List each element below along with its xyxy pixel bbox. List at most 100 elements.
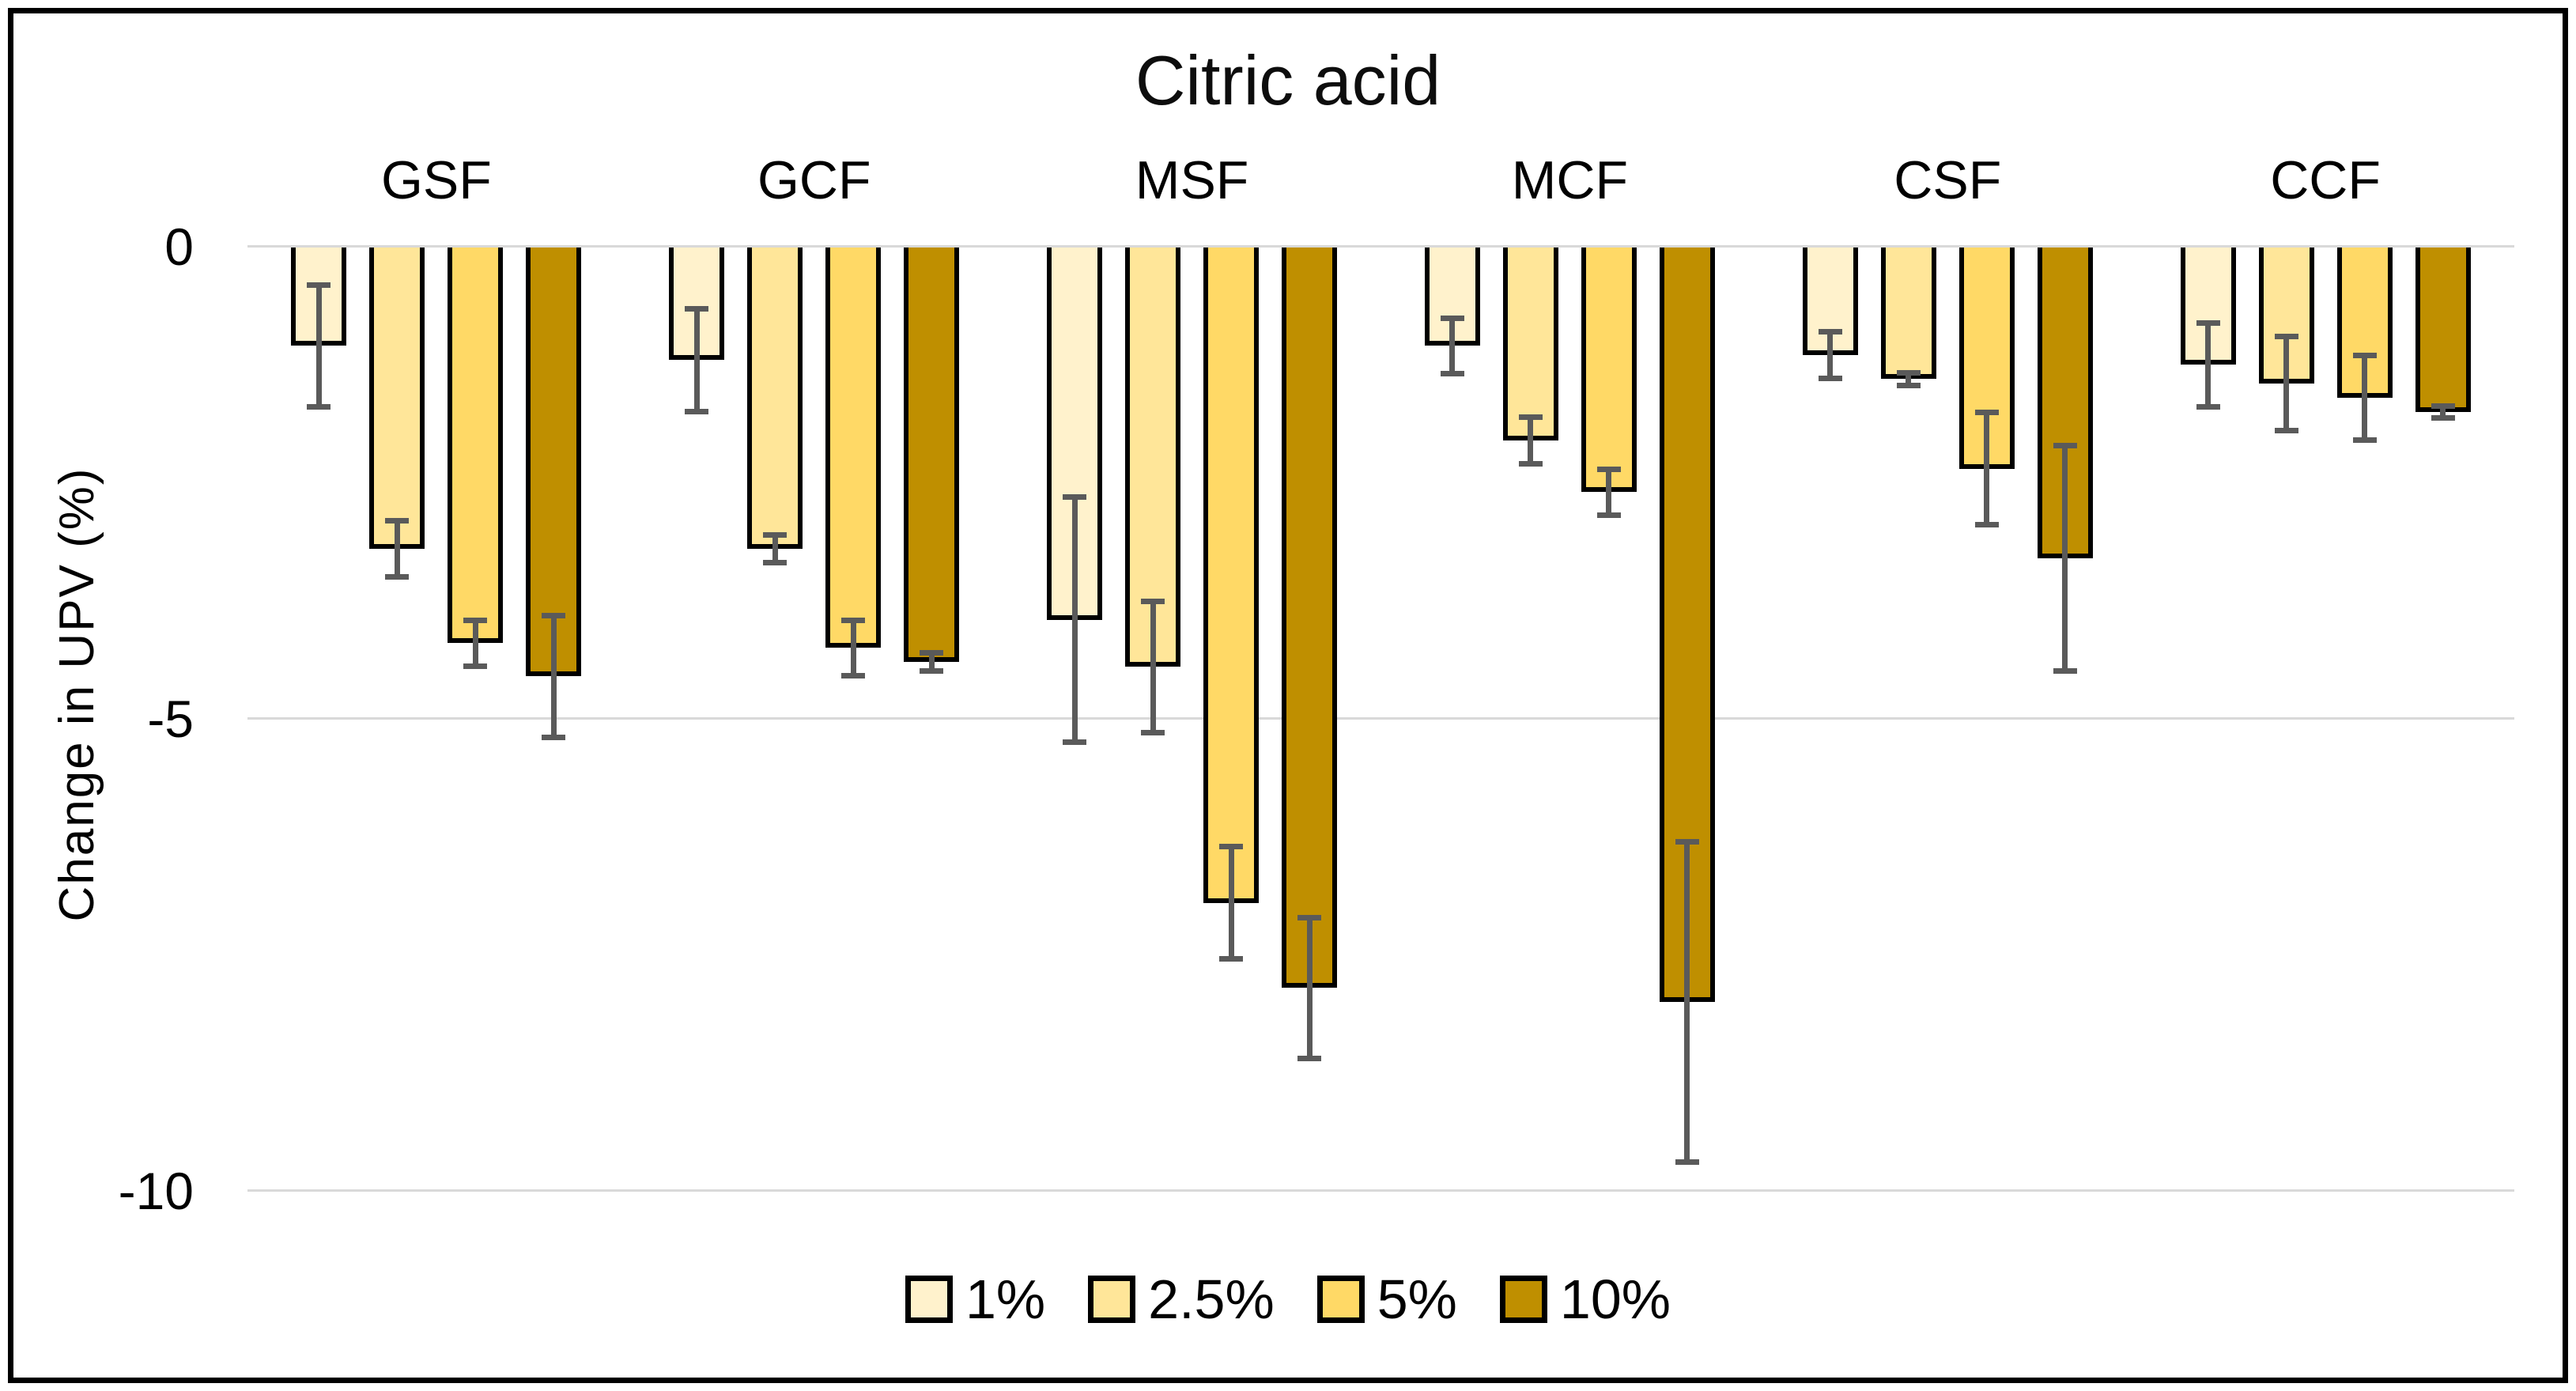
error-bar-cap-bottom bbox=[1440, 371, 1464, 377]
legend-item-5: 5% bbox=[1316, 1268, 1457, 1330]
error-bar bbox=[550, 614, 557, 738]
legend-label: 10% bbox=[1559, 1268, 1671, 1330]
error-bar-cap-bottom bbox=[2274, 427, 2298, 433]
bar-ccf-25 bbox=[2258, 248, 2314, 384]
error-bar-cap-bottom bbox=[1297, 1055, 1322, 1061]
error-bar-cap-bottom bbox=[1141, 729, 1165, 735]
error-bar-cap-bottom bbox=[2053, 668, 2077, 675]
error-bar-cap-bottom bbox=[2431, 415, 2455, 421]
figure-border bbox=[8, 8, 2568, 1383]
error-bar-cap-top bbox=[2196, 319, 2220, 326]
y-tick-label: 0 bbox=[164, 217, 194, 276]
bar-csf-25 bbox=[1880, 248, 1936, 380]
y-tick-label: -5 bbox=[147, 690, 194, 748]
error-bar-cap-bottom bbox=[1518, 460, 1543, 467]
error-bar-cap-top bbox=[920, 650, 944, 656]
error-bar-cap-top bbox=[1896, 369, 1921, 376]
category-label-gcf: GCF bbox=[757, 150, 871, 210]
error-bar-cap-top bbox=[1063, 494, 1087, 501]
error-bar-cap-bottom bbox=[1896, 382, 1921, 388]
category-label-ccf: CCF bbox=[2270, 150, 2381, 210]
error-bar-cap-bottom bbox=[2196, 403, 2220, 410]
legend: 1% 2.5% 5% 10% bbox=[0, 1268, 2576, 1330]
error-bar bbox=[2205, 322, 2212, 407]
error-bar-cap-top bbox=[542, 612, 566, 618]
legend-label: 5% bbox=[1377, 1268, 1457, 1330]
legend-label: 2.5% bbox=[1148, 1268, 1275, 1330]
error-bar-cap-bottom bbox=[1063, 739, 1087, 745]
error-bar-cap-top bbox=[1518, 414, 1543, 420]
error-bar-cap-top bbox=[2274, 334, 2298, 340]
error-bar-cap-bottom bbox=[463, 663, 488, 670]
error-bar-cap-bottom bbox=[920, 668, 944, 675]
legend-label: 1% bbox=[965, 1268, 1046, 1330]
error-bar-cap-top bbox=[2053, 442, 2077, 448]
legend-item-10: 10% bbox=[1499, 1268, 1671, 1330]
error-bar-cap-bottom bbox=[1596, 512, 1621, 519]
bar-gsf-10 bbox=[526, 248, 582, 677]
error-bar-cap-bottom bbox=[1675, 1159, 1699, 1166]
error-bar-cap-top bbox=[307, 282, 331, 288]
error-bar bbox=[2440, 405, 2446, 419]
error-bar bbox=[1071, 497, 1078, 743]
error-bar bbox=[1606, 468, 1612, 516]
error-bar bbox=[1150, 600, 1156, 733]
error-bar-cap-bottom bbox=[841, 673, 866, 679]
error-bar-cap-top bbox=[1675, 839, 1699, 845]
error-bar bbox=[928, 652, 935, 672]
error-bar-cap-top bbox=[1974, 409, 1999, 415]
error-bar-cap-bottom bbox=[307, 403, 331, 410]
error-bar bbox=[394, 520, 400, 577]
error-bar bbox=[693, 308, 700, 412]
error-bar-cap-bottom bbox=[763, 559, 788, 565]
error-bar-cap-top bbox=[1596, 466, 1621, 472]
error-bar-cap-top bbox=[2431, 403, 2455, 409]
bar-mcf-25 bbox=[1502, 248, 1558, 440]
bar-msf-10 bbox=[1282, 248, 1338, 988]
error-bar bbox=[1684, 841, 1690, 1163]
category-label-mcf: MCF bbox=[1511, 150, 1629, 210]
error-bar bbox=[472, 619, 478, 667]
legend-swatch-icon bbox=[905, 1276, 953, 1323]
category-label-msf: MSF bbox=[1135, 150, 1249, 210]
legend-swatch-icon bbox=[1316, 1276, 1365, 1323]
bar-msf-5 bbox=[1203, 248, 1260, 903]
error-bar-cap-top bbox=[463, 617, 488, 623]
error-bar-cap-top bbox=[1818, 329, 1842, 335]
error-bar-cap-bottom bbox=[385, 573, 410, 580]
error-bar-cap-top bbox=[685, 305, 709, 312]
bar-gcf-5 bbox=[825, 248, 882, 648]
error-bar bbox=[1827, 331, 1834, 380]
error-bar-cap-top bbox=[763, 532, 788, 539]
error-bar-cap-top bbox=[1440, 315, 1464, 321]
error-bar bbox=[850, 619, 856, 677]
bar-gcf-10 bbox=[904, 248, 960, 663]
error-bar-cap-top bbox=[2352, 353, 2377, 359]
error-bar-cap-top bbox=[1141, 598, 1165, 604]
error-bar-cap-bottom bbox=[1818, 376, 1842, 382]
bar-csf-5 bbox=[1958, 248, 2015, 469]
error-bar bbox=[2283, 336, 2290, 431]
bar-mcf-5 bbox=[1581, 248, 1637, 493]
error-bar-cap-top bbox=[385, 518, 410, 524]
y-tick-label: -10 bbox=[118, 1162, 194, 1220]
error-bar bbox=[1906, 372, 1912, 386]
error-bar bbox=[1449, 317, 1456, 375]
chart-title: Citric acid bbox=[1135, 41, 1441, 119]
legend-swatch-icon bbox=[1088, 1276, 1136, 1323]
gridline bbox=[247, 717, 2514, 720]
error-bar-cap-top bbox=[1297, 914, 1322, 920]
legend-item-25: 2.5% bbox=[1088, 1268, 1275, 1330]
bar-gcf-25 bbox=[747, 248, 803, 550]
error-bar bbox=[2062, 444, 2068, 672]
error-bar bbox=[315, 284, 322, 407]
error-bar-cap-top bbox=[1219, 844, 1244, 850]
error-bar-cap-bottom bbox=[542, 734, 566, 740]
error-bar-cap-bottom bbox=[1974, 522, 1999, 528]
error-bar bbox=[772, 535, 778, 563]
legend-item-1: 1% bbox=[905, 1268, 1045, 1330]
error-bar bbox=[2362, 355, 2368, 440]
error-bar-cap-bottom bbox=[1219, 956, 1244, 962]
category-label-csf: CSF bbox=[1894, 150, 2002, 210]
